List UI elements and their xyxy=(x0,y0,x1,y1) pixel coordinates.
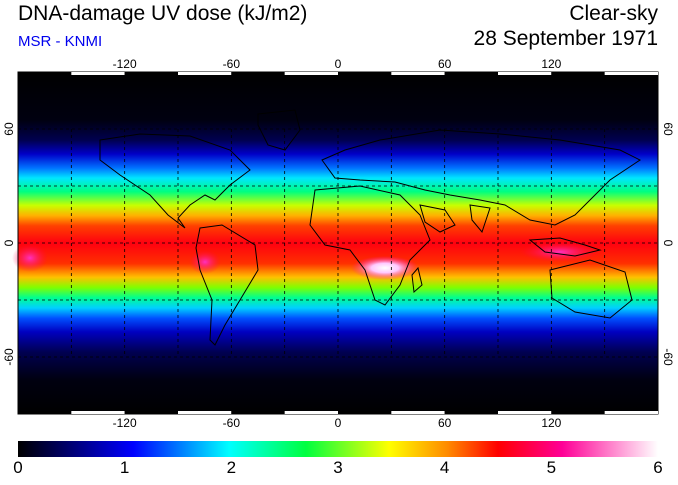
lon-tick-label: -60 xyxy=(223,416,241,430)
lat-labels-left: 60 0 -60 xyxy=(2,122,16,366)
frame-tick-segment xyxy=(498,72,552,75)
uv-high-andes xyxy=(189,250,221,274)
lon-tick-label: 120 xyxy=(541,57,561,71)
frame-tick-segment xyxy=(444,411,498,414)
colorbar-tick-label: 0 xyxy=(13,458,23,477)
colorbar xyxy=(18,441,658,457)
colorbar-tick-label: 2 xyxy=(226,458,237,477)
lon-labels-bottom: -120 -60 0 60 120 xyxy=(113,416,562,430)
lon-tick-label: 60 xyxy=(438,57,452,71)
map-title: DNA-damage UV dose (kJ/m2) xyxy=(18,2,308,25)
lat-tick-label: -60 xyxy=(661,348,675,366)
frame-tick-segment xyxy=(124,72,178,75)
frame-tick-segment xyxy=(551,411,605,414)
frame-tick-segment xyxy=(498,411,552,414)
colorbar-tick-label: 3 xyxy=(333,458,343,477)
frame-tick-segment xyxy=(71,411,125,414)
frame-tick-segment xyxy=(71,72,125,75)
frame-tick-segment xyxy=(338,411,392,414)
lat-tick-label: 60 xyxy=(661,122,675,136)
institution-label: MSR - KNMI xyxy=(18,33,103,50)
lon-tick-label: -60 xyxy=(223,57,241,71)
frame-tick-segment xyxy=(391,72,445,75)
sky-condition-label: Clear-sky xyxy=(569,2,658,25)
frame-tick-segment xyxy=(231,72,285,75)
uv-high-indonesia xyxy=(520,242,600,262)
frame-tick-segment xyxy=(178,72,232,75)
frame-tick-segment xyxy=(604,411,658,414)
lat-tick-label: 60 xyxy=(2,122,16,136)
lat-tick-label: 0 xyxy=(2,239,16,246)
date-label: 28 September 1971 xyxy=(473,27,658,50)
frame-tick-segment xyxy=(231,411,285,414)
frame-tick-segment xyxy=(604,72,658,75)
lat-labels-right: 60 0 -60 xyxy=(661,122,675,366)
colorbar-tick-label: 4 xyxy=(439,458,450,477)
frame-tick-segment xyxy=(178,411,232,414)
lon-tick-label: 0 xyxy=(335,57,342,71)
lon-tick-label: 0 xyxy=(335,416,342,430)
frame-tick-segment xyxy=(284,411,338,414)
colorbar-tick-label: 1 xyxy=(119,458,130,477)
lat-tick-label: -60 xyxy=(2,348,16,366)
frame-tick-segment xyxy=(551,72,605,75)
uv-high-pacific xyxy=(12,244,48,272)
frame-ticks xyxy=(18,72,658,414)
frame-tick-segment xyxy=(124,411,178,414)
lon-tick-label: -120 xyxy=(113,57,137,71)
colorbar-tick-label: 6 xyxy=(653,458,663,477)
graticule xyxy=(18,128,658,358)
frame-tick-segment xyxy=(391,411,445,414)
frame-tick-segment xyxy=(18,72,72,75)
lon-tick-label: 60 xyxy=(438,416,452,430)
frame-tick-segment xyxy=(444,72,498,75)
lon-tick-label: -120 xyxy=(113,416,137,430)
lon-labels-top: -120 -60 0 60 120 xyxy=(113,57,562,71)
frame-tick-segment xyxy=(18,411,72,414)
lon-tick-label: 120 xyxy=(541,416,561,430)
lat-tick-label: 0 xyxy=(661,240,675,247)
frame-tick-segment xyxy=(338,72,392,75)
frame-tick-segment xyxy=(284,72,338,75)
uv-maximum-africa xyxy=(351,256,419,280)
colorbar-tick-label: 5 xyxy=(546,458,557,477)
